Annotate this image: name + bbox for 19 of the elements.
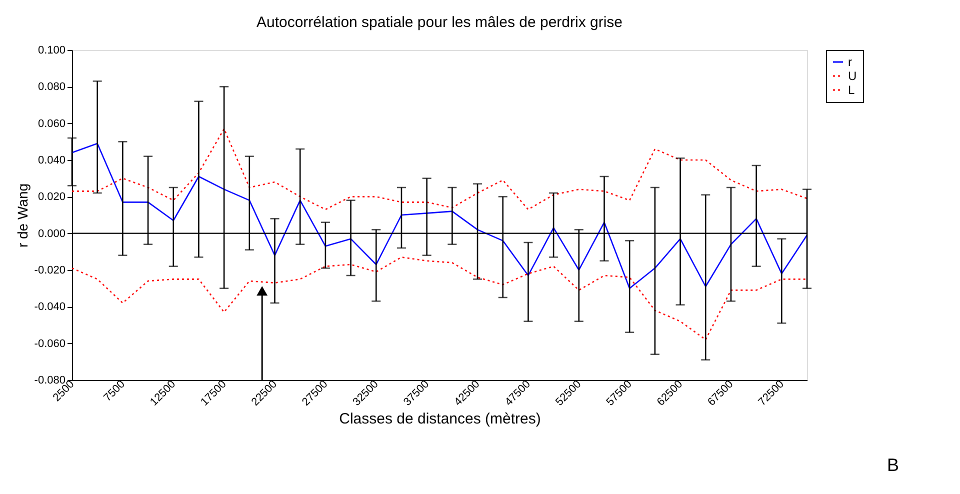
y-tick-label: -0.060 — [34, 338, 66, 350]
legend-label: U — [848, 69, 857, 83]
y-tick-label: 0.060 — [38, 118, 66, 130]
y-tick-label: 0.000 — [38, 228, 66, 240]
legend-label: r — [848, 55, 852, 69]
y-tick-label: 0.100 — [38, 44, 66, 56]
y-axis-title: r de Wang — [14, 183, 30, 248]
y-tick-label: -0.020 — [34, 264, 66, 276]
legend-label: L — [848, 83, 855, 97]
y-tick-label: 0.020 — [38, 191, 66, 204]
line-series — [71, 128, 808, 210]
text: B — [887, 455, 900, 475]
line-series — [71, 256, 808, 340]
y-tick-label: 0.040 — [38, 154, 66, 166]
y-tick-label: -0.040 — [34, 301, 66, 314]
y-tick-label: 0.080 — [38, 81, 66, 94]
line-series — [71, 142, 808, 289]
x-axis-title: Classes de distances (mètres) — [339, 410, 541, 428]
chart-title: Autocorrélation spatiale pour les mâles de perdrix grise — [256, 14, 623, 31]
